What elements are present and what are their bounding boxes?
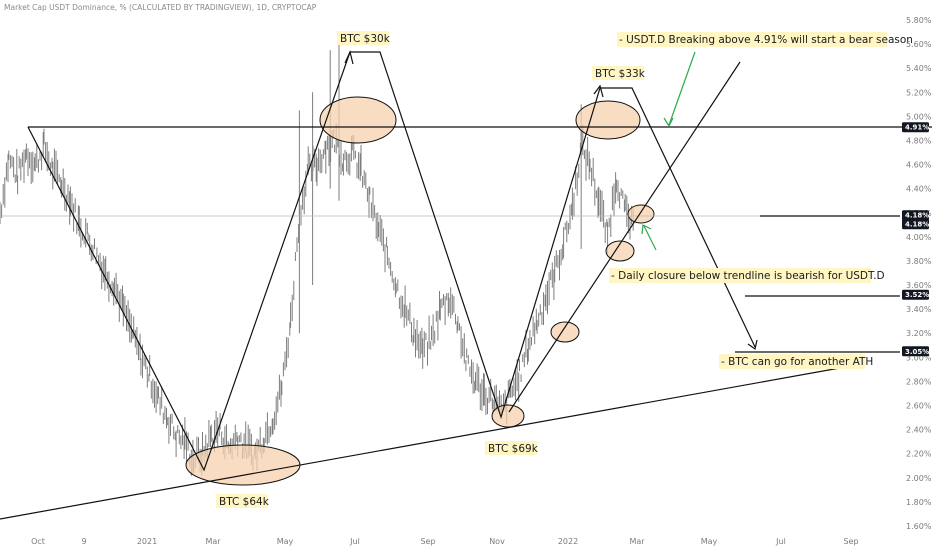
green-arrow-breakout-head — [663, 117, 674, 128]
highlight-zone-trendline-2 — [605, 240, 635, 262]
time-tick-label: 2021 — [137, 537, 157, 546]
short-ascending-trendline — [508, 61, 741, 413]
price-level-badge-label: 4.18% — [905, 221, 929, 229]
price-tick-label: 2.60% — [906, 402, 932, 411]
highlight-zone-btc-33k — [575, 100, 641, 140]
arrow-head-btc-30k — [344, 50, 354, 65]
price-tick-label: 5.60% — [906, 40, 932, 49]
price-tick-label: 2.40% — [906, 426, 932, 435]
price-tick-label: 4.80% — [906, 137, 932, 146]
price-tick-label: 4.60% — [906, 161, 932, 170]
time-tick-label: Nov — [489, 537, 505, 546]
highlight-zone-trendline-3 — [627, 204, 655, 224]
price-tick-label: 2.20% — [906, 450, 932, 459]
time-tick-label: 2022 — [558, 537, 578, 546]
green-arrow-trendline — [643, 225, 657, 251]
price-level-badge — [902, 219, 929, 230]
price-tick-label: 3.60% — [906, 281, 932, 290]
label-btc-64k-bg — [216, 494, 268, 508]
time-tick-label: May — [701, 537, 718, 546]
price-tick-label: 2.00% — [906, 474, 932, 483]
price-level-badge-label: 4.91% — [905, 124, 929, 132]
highlight-zone-btc-69k — [491, 404, 525, 428]
note-trendline-bg — [609, 268, 871, 283]
price-tick-label: 3.00% — [906, 353, 932, 362]
price-tick-label: 3.20% — [906, 329, 932, 338]
green-arrow-trendline-head — [641, 224, 652, 235]
zigzag-path — [27, 51, 756, 472]
arrow-head-btc-33k — [593, 84, 604, 98]
note-breakout-bg — [617, 32, 887, 47]
time-axis: Oct 9 2021 Mar May Jul Sep Nov 2022 Mar May Jul Sep — [31, 537, 858, 546]
price-tick-label: 5.40% — [906, 64, 932, 73]
time-tick-label: May — [277, 537, 294, 546]
price-tick-label: 4.00% — [906, 233, 932, 242]
price-level-badge-label: 3.05% — [905, 348, 929, 356]
price-bars — [0, 44, 634, 476]
label-btc-69k: BTC $69k — [488, 443, 539, 455]
note-breakout: - USDT.D Breaking above 4.91% will start… — [619, 34, 913, 46]
price-tick-label: 5.20% — [906, 88, 932, 97]
label-btc-30k-bg — [337, 31, 389, 45]
price-level-badge-label: 3.52% — [905, 291, 929, 299]
label-btc-30k: BTC $30k — [340, 33, 391, 45]
time-tick-label: Oct — [31, 537, 45, 546]
highlight-zone-btc-30k — [319, 96, 397, 144]
label-btc-69k-bg — [485, 441, 537, 455]
green-arrow-breakout — [668, 51, 696, 126]
time-tick-label: Jul — [349, 537, 360, 546]
time-tick-label: Sep — [420, 537, 435, 546]
arrow-heads — [344, 50, 758, 351]
price-tick-label: 1.60% — [906, 522, 932, 531]
price-tick-label: 5.00% — [906, 112, 932, 121]
price-level-badge — [902, 346, 929, 357]
green-arrows — [641, 51, 696, 251]
time-tick-label: 9 — [81, 537, 86, 546]
note-trendline: - Daily closure below trendline is beari… — [611, 270, 885, 282]
drawn-lines — [0, 51, 932, 520]
highlight-zone-btc-64k — [185, 444, 301, 486]
price-level-badge-label: 4.18% — [905, 212, 929, 220]
label-btc-64k: BTC $64k — [219, 496, 270, 508]
time-tick-label: Mar — [629, 537, 645, 546]
label-btc-33k: BTC $33k — [595, 68, 646, 80]
price-tick-label: 3.40% — [906, 305, 932, 314]
highlight-zones — [185, 96, 655, 486]
time-tick-label: Jul — [775, 537, 786, 546]
price-tick-label: 3.80% — [906, 257, 932, 266]
price-level-badge — [902, 122, 929, 133]
price-axis: 5.80% 5.60% 5.40% 5.20% 5.00% 4.80% 4.60% 4.40%… — [906, 16, 932, 531]
time-tick-label: Mar — [205, 537, 221, 546]
price-level-badge — [902, 210, 929, 221]
chart-title: Market Cap USDT Dominance, % (CALCULATED… — [4, 3, 317, 12]
annotations: BTC $30k BTC $33k BTC $64k BTC $69k - US… — [216, 31, 913, 508]
time-tick-label: Sep — [843, 537, 858, 546]
label-btc-33k-bg — [592, 66, 644, 80]
note-ath-bg — [719, 354, 865, 369]
price-tick-label: 2.80% — [906, 377, 932, 386]
price-tick-label: 1.80% — [906, 498, 932, 507]
note-ath: - BTC can go for another ATH — [721, 356, 873, 368]
price-tick-label: 4.40% — [906, 185, 932, 194]
arrow-head-ath — [747, 339, 758, 351]
price-level-badges: 4.91% 4.18%4.18% 3.52% 3.05% — [902, 122, 929, 357]
price-level-badge — [902, 289, 929, 300]
highlight-zone-trendline-1 — [550, 321, 580, 343]
price-tick-label: 5.80% — [906, 16, 932, 25]
long-ascending-trendline — [0, 363, 863, 520]
